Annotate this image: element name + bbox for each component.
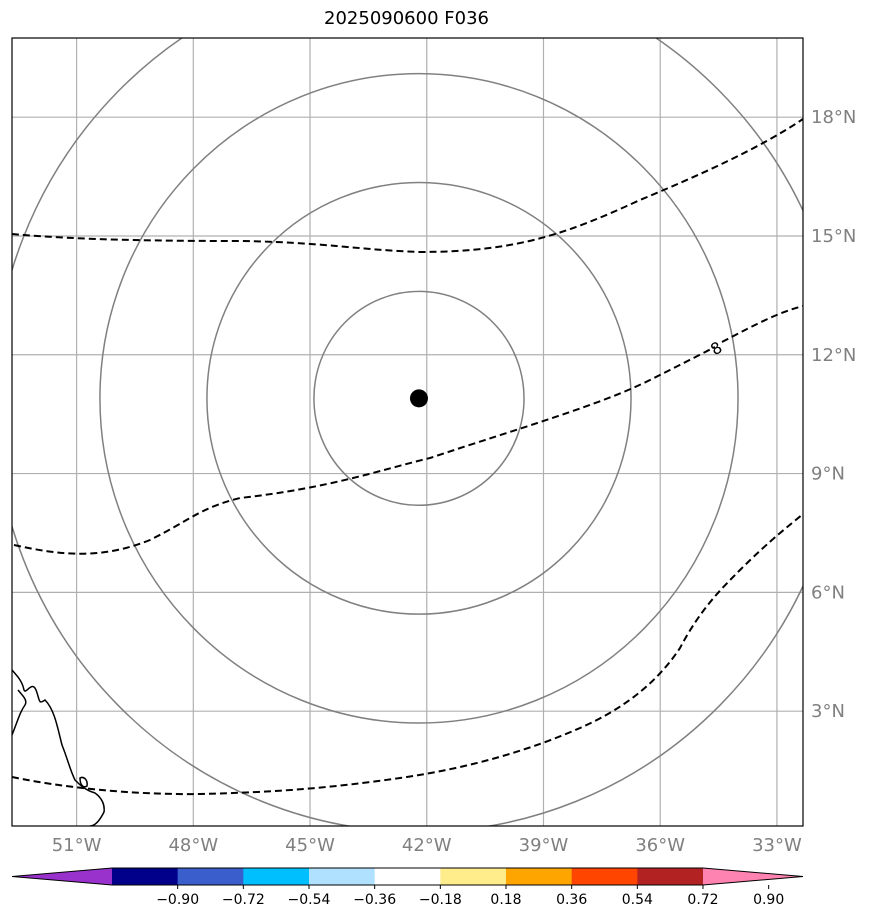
longitude-tick-labels: 51°W 48°W 45°W 42°W 39°W 36°W 33°W	[52, 835, 802, 856]
range-ring	[206, 181, 632, 615]
range-ring	[12, 38, 803, 826]
colorbar-swatch	[309, 868, 376, 885]
longitude-tick-label: 48°W	[168, 835, 218, 856]
contour-lines	[12, 118, 803, 796]
range-ring	[99, 72, 739, 724]
map-title: 2025090600 F036	[324, 8, 489, 29]
range-ring	[313, 290, 525, 507]
colorbar-tick-label: −0.36	[353, 892, 396, 908]
colorbar-swatch	[374, 868, 441, 885]
contour-line-middle	[13, 305, 803, 555]
colorbar-swatch	[440, 868, 507, 885]
colorbar-tick-label: 0.90	[753, 892, 784, 908]
colorbar-swatch	[506, 868, 573, 885]
contour-line-south	[12, 513, 803, 796]
colorbar-swatch	[637, 868, 704, 885]
colorbar-tick-label: −0.54	[288, 892, 331, 908]
colorbar-tick-label: −0.90	[156, 892, 199, 908]
colorbar-extend-low	[12, 868, 112, 885]
range-rings	[12, 38, 803, 826]
longitude-tick-label: 36°W	[635, 835, 685, 856]
colorbar-tick-label: −0.72	[222, 892, 265, 908]
colorbar-swatch	[571, 868, 638, 885]
longitude-tick-label: 39°W	[519, 835, 569, 856]
colorbar: −0.90 −0.72 −0.54 −0.36 −0.18 0.18 0.36 0.54 0.7…	[11, 867, 804, 908]
coastline	[12, 669, 105, 826]
colorbar-tick-label: −0.18	[419, 892, 462, 908]
colorbar-swatch	[177, 868, 244, 885]
colorbar-tick-label: 0.18	[490, 892, 521, 908]
storm-center-marker	[409, 389, 428, 408]
colorbar-tick-label: 0.54	[622, 892, 653, 908]
plot-frame	[11, 37, 804, 827]
latitude-tick-label: 15°N	[811, 226, 856, 247]
colorbar-outline	[11, 867, 804, 886]
longitude-tick-label: 42°W	[402, 835, 452, 856]
latitude-tick-label: 12°N	[811, 345, 856, 366]
longitude-tick-label: 33°W	[752, 835, 802, 856]
longitude-tick-label: 45°W	[285, 835, 335, 856]
colorbar-tick-label: 0.72	[687, 892, 718, 908]
graticule	[12, 38, 803, 826]
longitude-tick-label: 51°W	[52, 835, 102, 856]
latitude-tick-label: 18°N	[811, 107, 856, 128]
colorbar-tick-label: 0.36	[556, 892, 587, 908]
latitude-tick-label: 6°N	[811, 582, 845, 603]
latitude-tick-label: 9°N	[811, 464, 845, 485]
contour-line-north	[12, 118, 803, 254]
colorbar-swatch	[243, 868, 310, 885]
latitude-tick-labels: 3°N 6°N 9°N 12°N 15°N 18°N	[811, 107, 856, 722]
latitude-tick-label: 3°N	[811, 701, 845, 722]
colorbar-extend-high	[703, 868, 803, 885]
colorbar-swatch	[112, 868, 179, 885]
